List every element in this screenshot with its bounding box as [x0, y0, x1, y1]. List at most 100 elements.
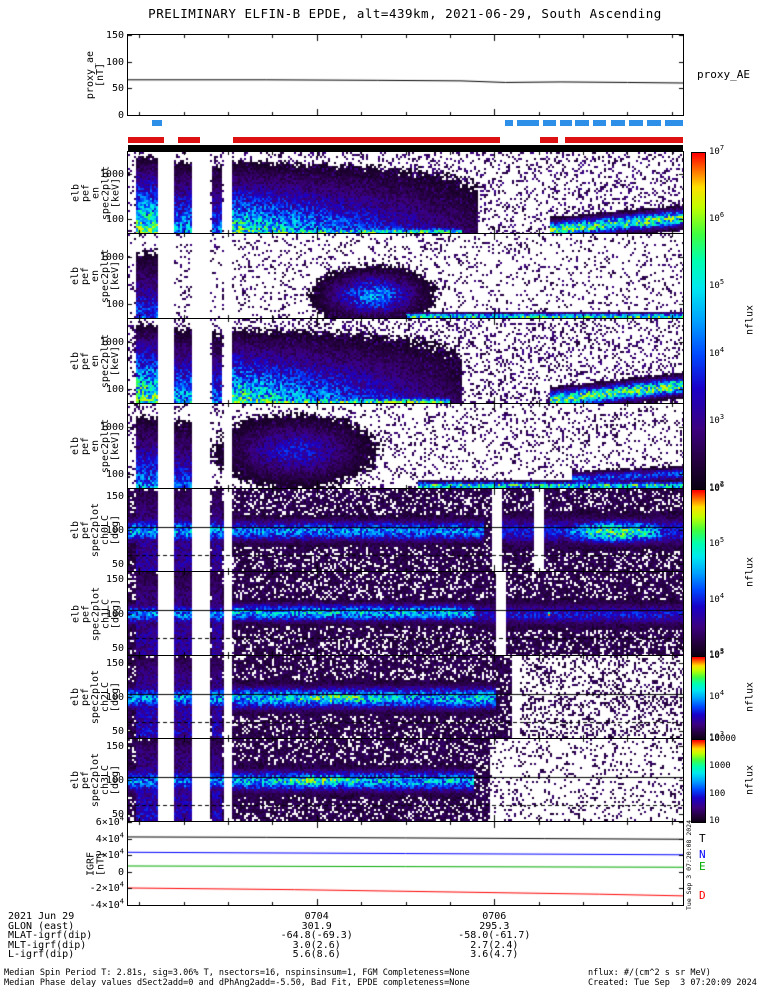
- colorbar-0: [691, 152, 706, 490]
- bottom-axis-value: 295.3: [479, 920, 510, 932]
- blue-availability-bar-segment: [647, 120, 661, 126]
- panel-ylabel-proxy_ae: proxy_ae [nT]: [85, 50, 106, 100]
- y-tick-label-en_spec_3: 1000: [99, 336, 124, 348]
- footer-phase-delay: Median Phase delay values dSect2add=0 an…: [4, 978, 470, 988]
- y-tick-label-proxy_ae: 0: [117, 110, 124, 121]
- bottom-axis-value: 2.7(2.4): [470, 939, 519, 951]
- y-tick-label-ch1lc: 50: [111, 643, 124, 655]
- y-tick-label-ch2lc: 50: [111, 726, 124, 738]
- panel-canvas-igrf: [128, 822, 683, 905]
- red-availability-bar-segment: [233, 137, 500, 143]
- panel-canvas-ch2lc: [128, 656, 683, 738]
- y-tick-label-en_spec_3: 100: [105, 383, 124, 395]
- y-tick-label-ch2lc: 150: [105, 657, 124, 669]
- panel-canvas-ch1lc: [128, 572, 683, 655]
- y-tick-label-ch1lc: 150: [105, 573, 124, 585]
- panel-ch2lc: [127, 655, 684, 739]
- colorbar-tick-label: 104: [709, 592, 725, 606]
- colorbar-tick-label: 103: [709, 647, 725, 661]
- bottom-axis-row-label: MLT-igrf(dip): [8, 939, 87, 951]
- y-tick-label-ch3lc: 50: [111, 809, 124, 821]
- y-tick-label-ch1lc: 100: [105, 608, 124, 620]
- colorbar-tick-label: 105: [709, 278, 725, 292]
- y-tick-label-ch3lc: 150: [105, 740, 124, 752]
- panel-en_spec_3: [127, 318, 684, 404]
- y-tick-label-ch3lc: 100: [105, 775, 124, 786]
- colorbar-tick-label: 105: [709, 535, 725, 549]
- panel-en_spec_2: [127, 233, 684, 319]
- colorbar-tick-label: 106: [709, 211, 725, 225]
- y-tick-label-igrf: -4×104: [89, 897, 124, 911]
- panel-canvas-proxy_ae: [128, 35, 683, 115]
- bottom-axis-value: 3.6(4.7): [470, 949, 519, 960]
- red-availability-bar-segment: [128, 137, 165, 143]
- bottom-axis-row-label: MLAT-igrf(dip): [8, 930, 93, 941]
- blue-availability-bar-segment: [543, 120, 557, 126]
- panel-canvas-en_spec_3: [128, 319, 683, 403]
- blue-availability-bar-segment: [665, 120, 683, 126]
- black-availability-bar-segment: [128, 145, 683, 151]
- colorbar-tick-label: 105: [709, 648, 725, 662]
- colorbar-tick-label: 10000: [709, 734, 737, 744]
- colorbar-title-nflux: nflux: [744, 556, 756, 588]
- y-tick-label-en_spec_1: 100: [105, 214, 124, 226]
- panel-en_spec_1: [127, 151, 684, 234]
- red-availability-bar-segment: [564, 137, 683, 143]
- igrf-series-label-T: T: [699, 832, 706, 846]
- y-tick-label-en_spec_4: 1000: [99, 421, 124, 433]
- red-availability-bar-segment: [177, 137, 201, 143]
- panel-canvas-ch0lc: [128, 489, 683, 571]
- panel-right-label-proxy_ae: proxy_AE: [697, 68, 750, 81]
- bottom-axis-row-label: L-igrf(dip): [8, 949, 75, 960]
- bottom-axis-value: 301.9: [301, 920, 332, 932]
- igrf-series-label-D: D: [699, 888, 706, 902]
- y-tick-label-proxy_ae: 150: [105, 30, 124, 41]
- colorbar-tick-label: 107: [709, 144, 725, 158]
- colorbar-tick-label: 1000: [709, 761, 731, 772]
- blue-availability-bar-segment: [516, 120, 539, 126]
- y-tick-label-en_spec_4: 100: [105, 468, 124, 480]
- bottom-axis-value: 0704: [304, 911, 329, 922]
- y-tick-label-ch0lc: 100: [105, 525, 124, 536]
- panel-ch1lc: [127, 571, 684, 656]
- bottom-axis-row-label: 2021 Jun 29: [8, 911, 75, 922]
- colorbar-tick-label: 104: [709, 345, 725, 359]
- panel-canvas-en_spec_2: [128, 234, 683, 318]
- y-tick-label-igrf: 6×104: [95, 814, 124, 828]
- blue-availability-bar-segment: [504, 120, 513, 126]
- blue-availability-bar-segment: [151, 120, 162, 126]
- y-tick-label-igrf: 0: [117, 866, 124, 878]
- bottom-axis-value: -64.8(-69.3): [280, 930, 353, 941]
- blue-availability-bar-segment: [593, 120, 607, 126]
- colorbar-tick-label: 106: [709, 481, 725, 495]
- panel-canvas-en_spec_4: [128, 404, 683, 488]
- footer-nflux-units: nflux: #/(cm^2 s sr MeV): [588, 968, 711, 978]
- y-tick-label-igrf: 2×104: [95, 847, 124, 862]
- red-availability-bar-segment: [539, 137, 559, 143]
- bottom-axis-value: 5.6(8.6): [292, 949, 341, 960]
- panel-canvas-ch3lc: [128, 739, 683, 821]
- y-tick-label-igrf: 4×104: [95, 831, 124, 845]
- igrf-series-label-N: N: [699, 847, 706, 861]
- colorbar-2: [691, 656, 706, 740]
- bottom-axis-value: 0706: [482, 911, 507, 922]
- blue-availability-bar-segment: [559, 120, 572, 126]
- y-tick-label-en_spec_2: 100: [105, 298, 124, 310]
- y-tick-label-igrf: -2×104: [89, 881, 124, 895]
- colorbar-tick-label: 102: [709, 480, 725, 494]
- panel-canvas-en_spec_1: [128, 152, 683, 233]
- colorbar-tick-label: 103: [709, 412, 725, 426]
- footer-created: Created: Tue Sep 3 07:20:09 2024: [588, 978, 757, 988]
- y-tick-label-ch2lc: 100: [105, 692, 124, 703]
- panel-ch3lc: [127, 738, 684, 822]
- bottom-axis-row-label: GLON (east): [8, 920, 75, 932]
- igrf-series-label-E: E: [699, 860, 706, 874]
- blue-availability-bar-segment: [575, 120, 589, 126]
- colorbar-1: [691, 489, 706, 657]
- colorbar-tick-label: 100: [709, 788, 726, 799]
- y-tick-label-proxy_ae: 50: [111, 83, 124, 95]
- bottom-axis-value: 3.0(2.6): [292, 939, 341, 951]
- colorbar-title-nflux: nflux: [744, 681, 756, 713]
